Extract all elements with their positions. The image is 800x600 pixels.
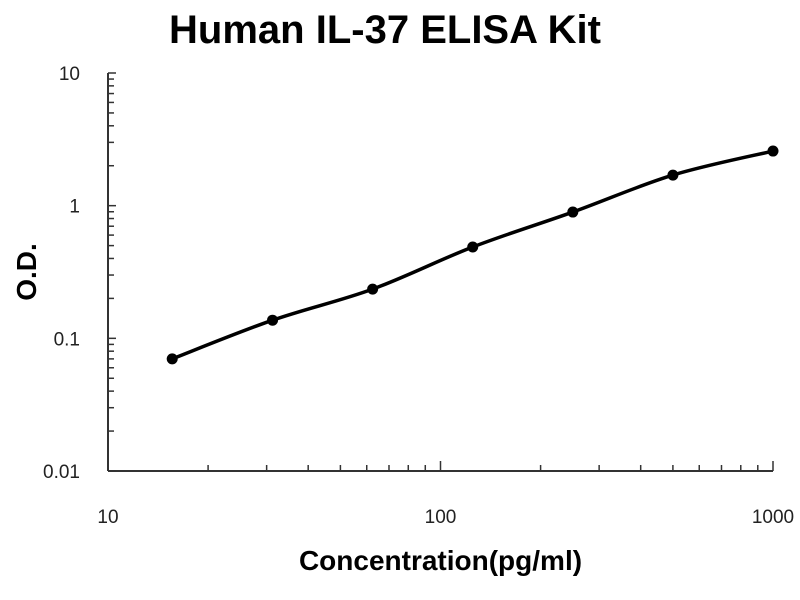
x-tick-label: 100 <box>425 507 457 528</box>
chart-title: Human IL-37 ELISA Kit <box>169 8 601 52</box>
y-tick-label: 1 <box>69 197 80 218</box>
data-point <box>667 169 679 181</box>
data-point <box>467 241 479 253</box>
x-axis-label: Concentration(pg/ml) <box>298 545 583 576</box>
x-tick-label: 10 <box>97 507 118 528</box>
y-tick-label: 10 <box>59 64 80 85</box>
y-tick-label: 0.1 <box>54 329 80 350</box>
x-tick-label: 1000 <box>752 507 794 528</box>
y-tick-label: 0.01 <box>43 462 80 483</box>
data-point <box>767 145 779 157</box>
series-line <box>171 149 774 361</box>
data-point <box>367 283 379 295</box>
data-point <box>166 353 178 365</box>
data-point <box>267 314 279 326</box>
data-point <box>567 206 579 218</box>
